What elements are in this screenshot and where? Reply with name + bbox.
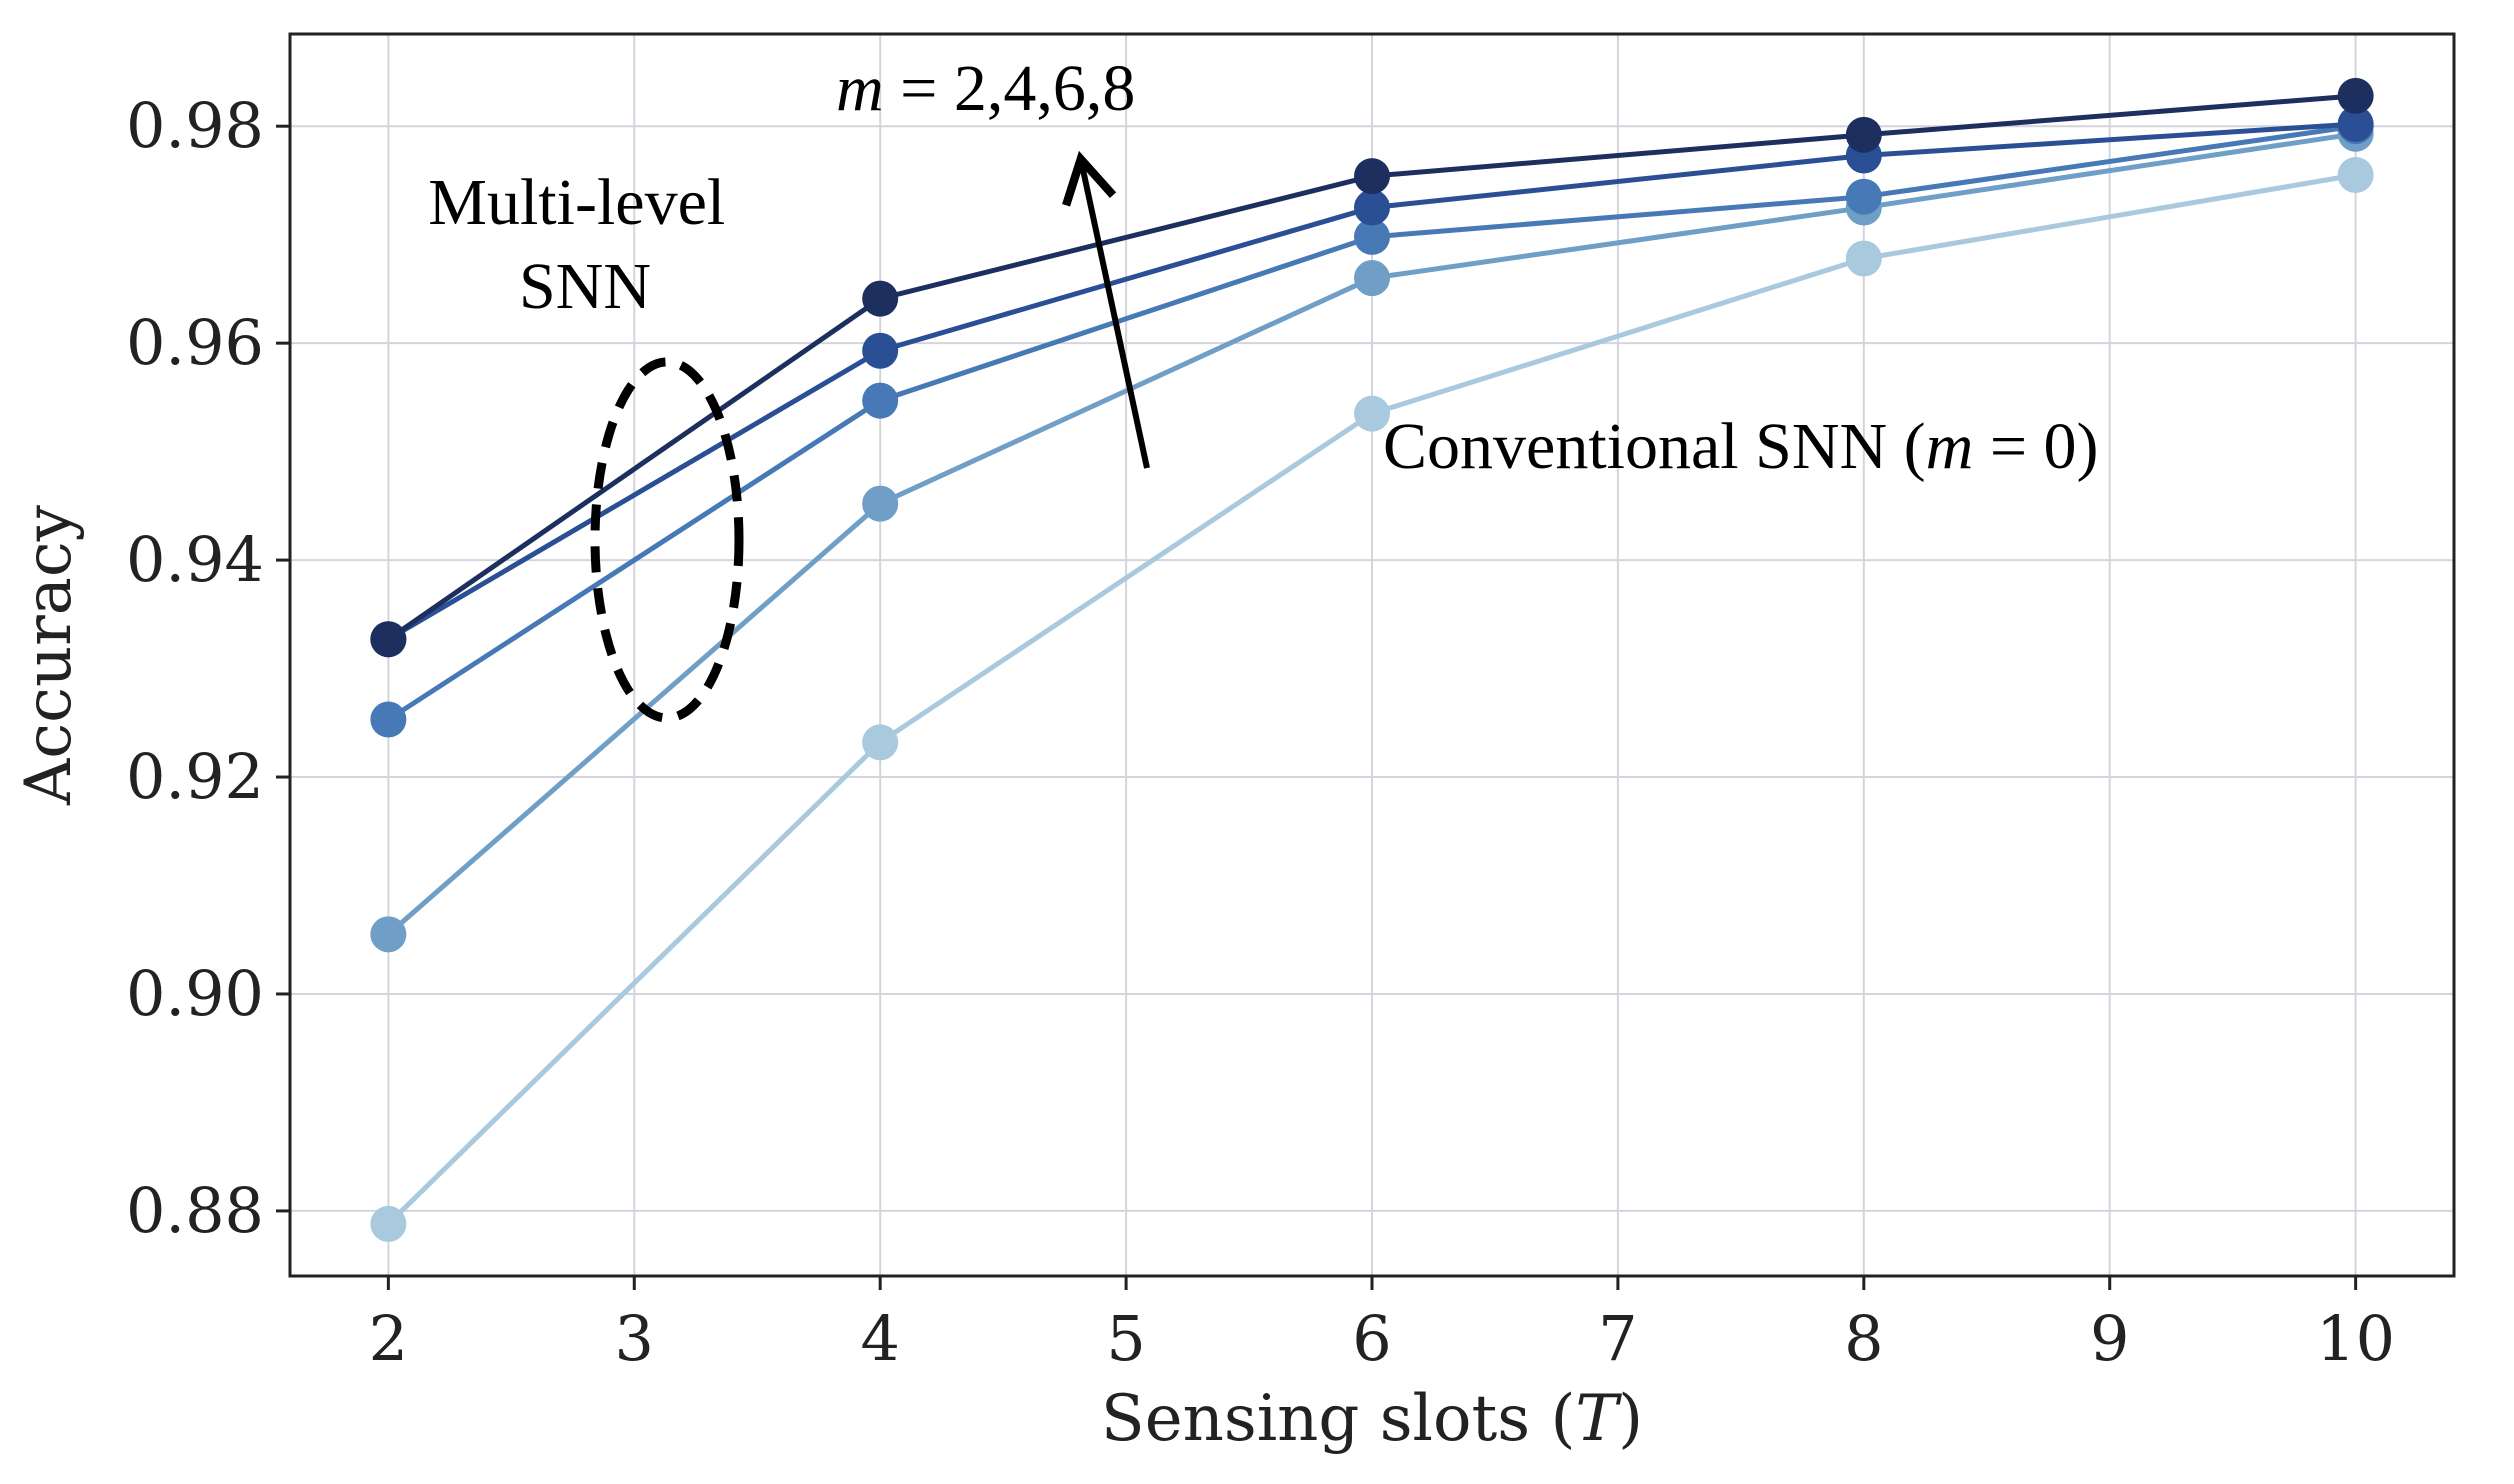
multi-level-highlight-ellipse — [590, 357, 744, 723]
data-point — [862, 724, 899, 761]
m-values-variable: m — [836, 52, 884, 125]
series-m0 — [370, 157, 2374, 1242]
data-point — [370, 701, 407, 738]
multi-level-label-line2: SNN — [519, 250, 651, 323]
data-point — [1845, 116, 1882, 153]
x-tick-label: 10 — [2316, 1302, 2395, 1375]
data-point — [1354, 158, 1390, 195]
m-values-list: = 2,4,6,8 — [884, 52, 1136, 125]
data-point — [1354, 395, 1390, 432]
y-tick-label: 0.98 — [126, 89, 264, 162]
conventional-label-suffix: = 0) — [1973, 410, 2098, 483]
data-point — [370, 916, 407, 953]
x-tick-label: 5 — [1106, 1302, 1145, 1375]
x-axis-label-text: Sensing slots ( — [1101, 1382, 1576, 1456]
conventional-label-prefix: Conventional SNN ( — [1383, 410, 1926, 483]
x-axis-label-variable: T — [1575, 1382, 1622, 1456]
m-values-label: m = 2,4,6,8 — [836, 52, 1135, 125]
y-axis-label: Accuracy — [12, 505, 86, 806]
conventional-label-variable: m — [1926, 410, 1974, 483]
conventional-snn-label: Conventional SNN (m = 0) — [1383, 410, 2099, 483]
data-point — [2337, 157, 2374, 194]
x-tick-label: 7 — [1598, 1302, 1637, 1375]
x-tick-label: 2 — [369, 1302, 408, 1375]
data-point — [862, 280, 899, 317]
data-point — [1845, 178, 1882, 215]
y-tick-label: 0.94 — [126, 523, 264, 596]
y-tick-label: 0.96 — [126, 306, 264, 379]
multi-level-label-line1: Multi-level — [428, 166, 725, 239]
x-tick-label: 3 — [615, 1302, 654, 1375]
y-tick-label: 0.88 — [126, 1174, 264, 1247]
data-point — [862, 332, 899, 369]
x-axis-label-close: ) — [1618, 1382, 1643, 1456]
y-axis-ticks: 0.88 0.90 0.92 0.94 0.96 0.98 — [126, 89, 290, 1247]
increasing-m-arrow — [1062, 150, 1150, 469]
data-point — [862, 485, 899, 522]
data-point — [1354, 218, 1390, 255]
data-point — [1845, 240, 1882, 277]
y-tick-label: 0.90 — [126, 957, 264, 1030]
data-point — [2337, 77, 2374, 114]
data-point — [370, 1205, 407, 1242]
y-tick-label: 0.92 — [126, 740, 264, 813]
data-series — [370, 77, 2374, 1242]
x-axis-ticks: 2 3 4 5 6 7 8 9 10 — [369, 1276, 2395, 1375]
plot-frame — [288, 32, 2456, 1278]
data-point — [2337, 106, 2374, 143]
data-point — [862, 382, 899, 419]
data-point — [1354, 260, 1390, 297]
x-tick-label: 6 — [1352, 1302, 1391, 1375]
data-point — [370, 621, 407, 658]
x-tick-label: 9 — [2090, 1302, 2129, 1375]
x-axis-label: Sensing slots (T) — [1101, 1382, 1643, 1456]
x-tick-label: 4 — [860, 1302, 899, 1375]
multi-level-snn-label: Multi-level SNN — [428, 166, 741, 323]
data-point — [1354, 189, 1390, 226]
x-tick-label: 8 — [1844, 1302, 1883, 1375]
